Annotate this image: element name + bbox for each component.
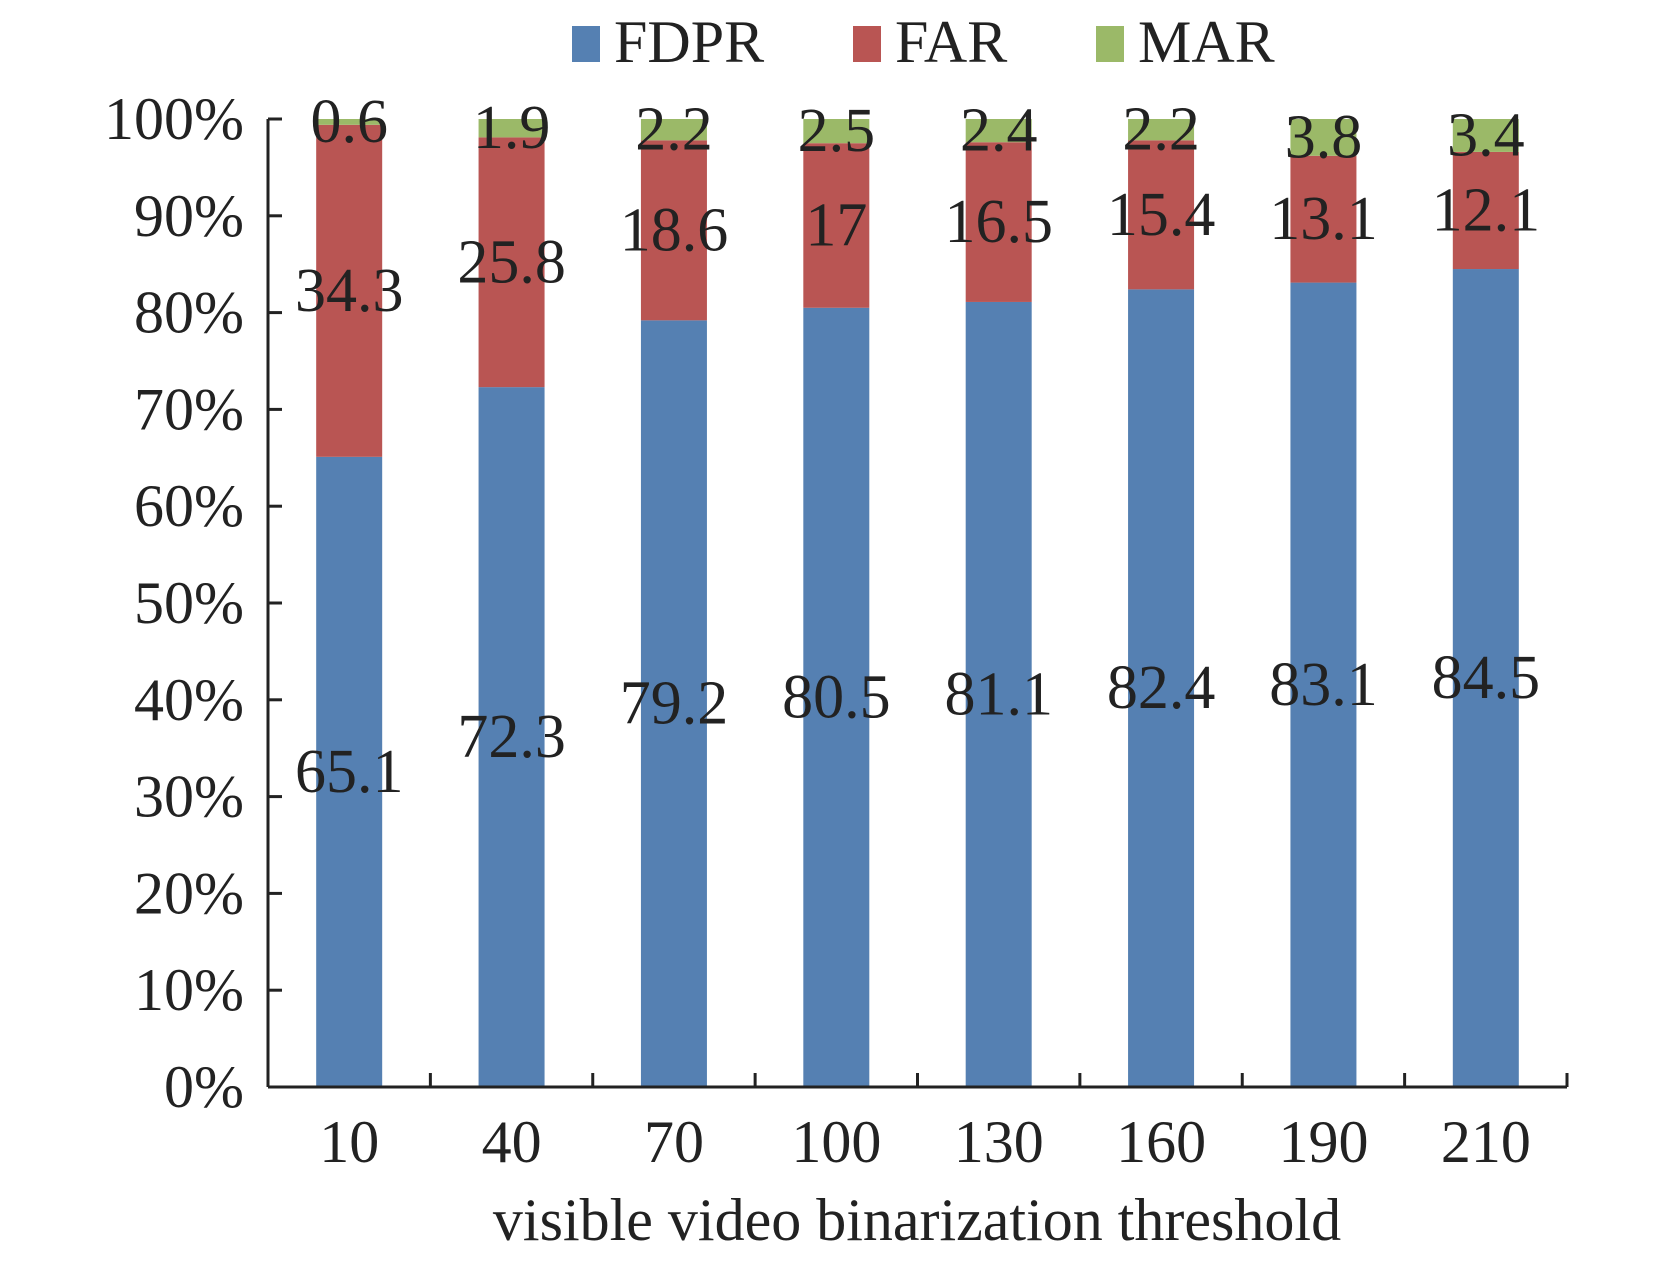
y-tick-label: 80% [134,280,244,346]
y-tick-label: 20% [134,860,244,926]
data-label-fdpr: 80.5 [782,663,891,731]
y-tick-label: 100% [104,86,244,152]
data-label-far: 15.4 [1107,181,1216,249]
y-tick-label: 30% [134,764,244,830]
x-tick-label: 40 [482,1109,542,1175]
bar-far-190 [1290,155,1357,283]
data-labels: 65.1 34.3 0.6 72.3 25.8 1.9 79.2 18.6 2.2 80.5 17 2… [295,88,1540,806]
legend-label-mar: MAR [1138,9,1275,75]
y-tick-label: 0% [164,1054,244,1120]
data-label-mar: 2.4 [960,97,1038,165]
data-label-fdpr: 81.1 [944,660,1053,728]
bar-fdpr-210 [1452,269,1519,1087]
x-tick-label: 70 [644,1109,704,1175]
bar-fdpr-100 [803,307,870,1087]
bar-mar-100 [803,119,870,144]
data-label-mar: 1.9 [473,94,551,162]
legend-label-far: FAR [895,9,1007,75]
data-label-far: 13.1 [1269,185,1378,253]
bar-fdpr-190 [1290,282,1357,1087]
legend-swatch-fdpr [572,26,600,62]
bar-mar-160 [1128,119,1195,141]
bar-fdpr-10 [316,456,383,1087]
bar-fdpr-70 [640,320,707,1087]
data-label-far: 12.1 [1432,176,1541,244]
x-tick-label: 210 [1441,1109,1531,1175]
bar-far-10 [316,124,383,457]
bar-mar-40 [478,119,545,138]
bar-mar-10 [316,119,383,125]
y-tick-label: 50% [134,570,244,636]
legend-swatch-far [853,26,881,62]
y-tick-label: 60% [134,473,244,539]
data-label-mar: 2.2 [1122,96,1200,164]
bar-mar-190 [1290,119,1357,156]
bar-far-70 [640,140,707,321]
y-tick-label: 10% [134,957,244,1023]
bars [316,119,1519,1087]
bar-fdpr-160 [1128,289,1195,1087]
legend-label-fdpr: FDPR [614,9,764,75]
bar-fdpr-130 [965,301,1032,1087]
data-label-far: 17 [805,191,867,259]
bar-mar-210 [1452,119,1519,152]
data-label-far: 34.3 [295,257,404,325]
x-axis-title: visible video binarization threshold [493,1187,1341,1253]
data-label-mar: 3.8 [1285,103,1363,171]
bar-fdpr-40 [478,387,545,1087]
bar-far-130 [965,142,1032,302]
data-label-mar: 0.6 [310,88,388,156]
bar-mar-70 [640,119,707,141]
data-label-fdpr: 84.5 [1432,644,1541,712]
bar-far-100 [803,143,870,308]
bar-far-160 [1128,140,1195,290]
axes: 10 40 70 100 130 160 190 210 0% 10% 20% 30% 40% 50% 60… [104,86,1569,1175]
bar-far-210 [1452,151,1519,270]
x-tick-label: 190 [1278,1109,1368,1175]
data-label-mar: 2.2 [635,96,713,164]
data-label-fdpr: 83.1 [1269,651,1378,719]
bar-far-40 [478,137,545,388]
y-tick-label: 70% [134,376,244,442]
data-label-fdpr: 72.3 [457,703,566,771]
data-label-fdpr: 65.1 [295,738,404,806]
legend-swatch-mar [1096,26,1124,62]
x-tick-label: 130 [954,1109,1044,1175]
data-label-far: 25.8 [457,228,566,296]
data-label-fdpr: 82.4 [1107,654,1216,722]
data-label-far: 16.5 [944,188,1053,256]
data-label-mar: 3.4 [1447,101,1525,169]
y-tick-label: 90% [134,183,244,249]
legend: FDPR FAR MAR [572,9,1275,75]
data-label-mar: 2.5 [798,97,876,165]
x-tick-label: 10 [319,1109,379,1175]
bar-mar-130 [965,119,1032,143]
data-label-fdpr: 79.2 [620,670,729,738]
y-tick-label: 40% [134,667,244,733]
x-tick-label: 160 [1116,1109,1206,1175]
data-label-far: 18.6 [620,196,729,264]
x-tick-label: 100 [791,1109,881,1175]
